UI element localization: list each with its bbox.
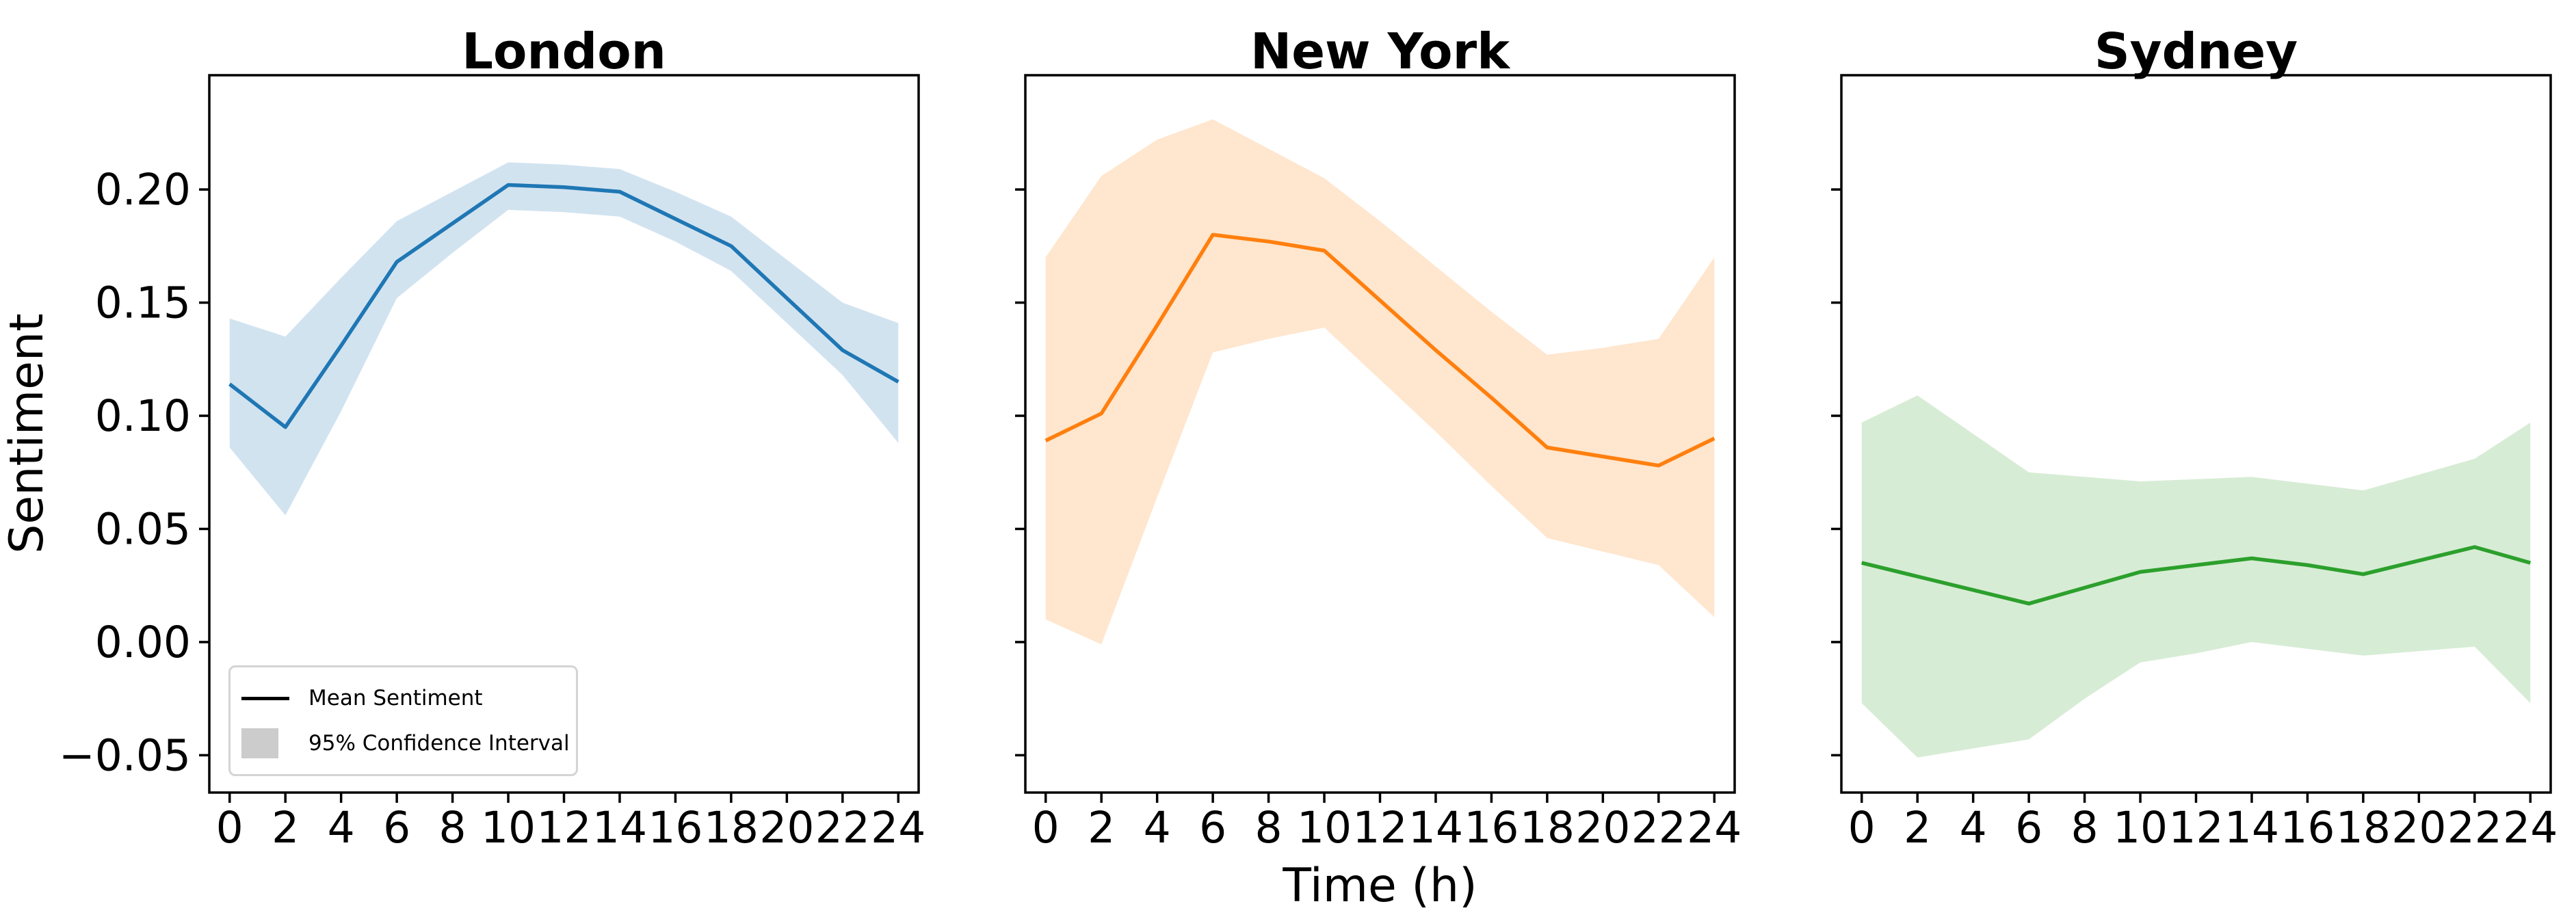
panel-sydney: 0 2 4 6 8 10 12 14 16 18 20 22 24: [1831, 74, 2558, 853]
london-x-tick-label: 4: [328, 803, 355, 853]
sydney-x-tick-label: 6: [2015, 803, 2042, 853]
new-york-x-tick-label: 10: [1297, 803, 1352, 853]
legend-line-swatch: [241, 696, 289, 700]
london-x-tick-label: 16: [648, 803, 702, 853]
panel-title-sydney: Sydney: [2094, 23, 2298, 80]
sydney-confidence-band: [1861, 395, 2531, 758]
legend-row-band: 95% Confidence Interval: [241, 726, 570, 761]
new-york-x-tick-label: 8: [1255, 803, 1283, 853]
sydney-x-tick-label: 0: [1848, 803, 1876, 853]
new-york-x-tick-label: 0: [1032, 803, 1060, 853]
london-mean-line: [228, 183, 899, 429]
legend-row-mean: Mean Sentiment: [241, 680, 565, 716]
sydney-x-tick-label: 24: [2503, 803, 2558, 853]
sydney-x-tick-label: 12: [2168, 803, 2223, 853]
london-y-tick-label: 0.05: [95, 504, 191, 554]
london-y-tick-label: 0.15: [95, 278, 191, 328]
sydney-x-tick-label: 22: [2447, 803, 2502, 853]
new-york-x-tick-label: 4: [1144, 803, 1171, 853]
london-x-tick-label: 8: [439, 803, 466, 853]
london-x-tick-label: 22: [815, 803, 870, 853]
legend-band-swatch: [241, 728, 278, 758]
legend-band-handle: [241, 728, 289, 758]
panel-new-york: 0 2 4 6 8 10 12 14 16 18 20 22 24: [1015, 74, 1742, 853]
london-x-tick-label: 2: [272, 803, 299, 853]
london-y-tick-label: 0.10: [95, 391, 191, 441]
new-york-mean-line: [1044, 232, 1716, 468]
sydney-spines: [1840, 74, 2552, 794]
x-axis-label: Time (h): [1282, 859, 1477, 913]
london-x-tick-label: 14: [592, 803, 647, 853]
new-york-x-tick-label: 12: [1352, 803, 1407, 853]
london-y-tick-label: −0.05: [59, 730, 191, 780]
london-x-tick-label: 18: [704, 803, 759, 853]
panel-title-london: London: [462, 23, 666, 80]
sydney-x-tick-label: 4: [1960, 803, 1987, 853]
legend: Mean Sentiment 95% Confidence Interval: [228, 665, 578, 776]
legend-line-handle: [241, 696, 289, 700]
new-york-x-tick-label: 18: [1520, 803, 1575, 853]
sydney-x-tick-label: 20: [2391, 803, 2446, 853]
sydney-x-tick-label: 8: [2071, 803, 2099, 853]
new-york-x-tick-label: 16: [1464, 803, 1519, 853]
sydney-x-tick-label: 18: [2336, 803, 2391, 853]
panels-layer: 0 2 4 6 8 10 12 14 16 18 20 22 24−0.050.000.050.100.…: [59, 74, 2558, 853]
panel-title-new-york: New York: [1250, 23, 1511, 80]
new-york-confidence-band: [1045, 119, 1715, 645]
london-spines: [208, 74, 920, 794]
new-york-spines: [1024, 74, 1736, 794]
london-x-tick-label: 0: [216, 803, 244, 853]
legend-line-label: Mean Sentiment: [308, 686, 483, 710]
london-x-tick-label: 6: [383, 803, 410, 853]
london-y-tick-label: 0.20: [95, 165, 191, 215]
sydney-mean-line: [1861, 545, 2532, 606]
london-x-tick-label: 20: [759, 803, 814, 853]
new-york-x-tick-label: 6: [1199, 803, 1226, 853]
new-york-x-tick-label: 20: [1575, 803, 1630, 853]
legend-band-label: 95% Confidence Interval: [308, 731, 570, 756]
london-x-tick-label: 10: [481, 803, 536, 853]
new-york-x-tick-label: 22: [1631, 803, 1686, 853]
sydney-x-tick-label: 14: [2224, 803, 2279, 853]
london-y-tick-label: 0.00: [95, 617, 191, 667]
sydney-x-tick-label: 2: [1904, 803, 1931, 853]
london-x-tick-label: 12: [536, 803, 591, 853]
london-x-tick-label: 24: [871, 803, 925, 853]
new-york-x-tick-label: 2: [1088, 803, 1115, 853]
sydney-x-tick-label: 16: [2280, 803, 2335, 853]
new-york-x-tick-label: 24: [1687, 803, 1742, 853]
london-confidence-band: [229, 162, 899, 516]
sydney-x-tick-label: 10: [2113, 803, 2168, 853]
new-york-x-tick-label: 14: [1408, 803, 1463, 853]
y-axis-label: Sentiment: [0, 313, 54, 554]
